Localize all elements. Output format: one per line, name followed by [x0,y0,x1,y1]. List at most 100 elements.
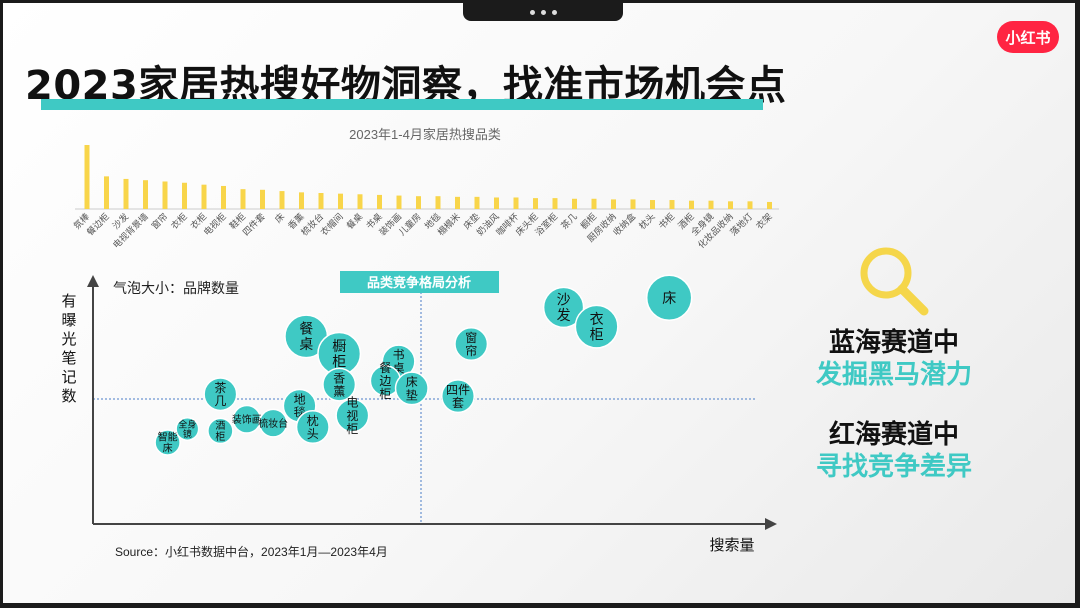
bar [689,200,694,209]
bubble-circle [175,416,200,441]
bubble-label: 梳妆台 [258,417,288,430]
bubble-label: 窗 [465,331,477,345]
bubble-label: 智能 [158,431,178,444]
bubble-circle [207,417,234,445]
bubble-label: 头 [307,427,319,441]
center-label: 品类竞争格局分析 [367,275,471,290]
blue-ocean-heading: 蓝海赛道中 [828,328,959,358]
y-axis-arrow-icon [87,275,99,287]
x-axis-label: 搜索量 [709,537,754,554]
magnifier-icon [860,247,929,316]
red-ocean-heading: 红海赛道中 [828,420,959,450]
bubble-label: 柜 [590,326,604,342]
bubble-label: 香 [333,371,345,385]
bubble-label: 床 [163,442,173,455]
bubble-circle [454,327,489,362]
bubble-label: 枕 [307,413,319,428]
legend-note: 气泡大小：品牌数量 [113,280,239,296]
bubble: 餐边柜 [369,360,402,401]
bar [533,198,538,209]
red-ocean-subheading: 寻找竞争差异 [815,452,972,482]
bar [143,180,148,209]
bar [279,191,285,209]
blue-ocean-subheading: 发掘黑马潜力 [815,360,972,390]
bubble-circle [203,377,238,412]
bar-category-label: 电视柜 [201,211,228,238]
insight-panel: 蓝海赛道中 发掘黑马潜力 红海赛道中 寻找竞争差异 [783,241,1005,483]
bubble-label: 装饰画 [232,413,262,426]
bar [591,198,597,209]
bubble-label: 衣 [590,311,604,327]
bubble-label: 薰 [333,384,345,398]
dot-icon [529,9,535,15]
bar [416,196,421,209]
bar [611,199,616,209]
bar [221,185,226,209]
y-axis-label-char: 数 [61,388,76,405]
dot-icon [540,9,546,15]
bubble-label: 沙 [557,292,571,308]
bar [513,197,519,209]
bar [650,200,655,209]
bars [84,145,772,209]
bar [123,178,129,209]
bubble-circle [295,410,330,445]
bar-category-label: 床 [272,211,286,225]
bubble: 酒柜 [207,417,234,445]
bubble: 衣柜 [574,304,619,349]
bar [767,201,772,209]
bar-category-label: 餐桌 [344,211,365,232]
bar-category-label: 衣柜 [168,211,189,232]
bar [104,176,109,209]
bubble: 窗帘 [454,327,489,362]
center-label-box [340,271,499,293]
bar [357,194,363,209]
bubble-label: 边 [379,374,391,388]
bar-category-label: 茶几 [558,211,579,232]
bar-chart-title: 2023年1-4月家居热搜品类 [349,127,501,142]
brand-logo: 小红书 [997,21,1059,53]
bar [708,200,714,209]
bubble: 梳妆台 [258,408,288,438]
bubble-label: 垫 [406,387,418,402]
bar [299,192,304,209]
bar [338,193,343,209]
bubble-label: 发 [557,307,571,323]
bubble-circle [335,398,370,433]
bar [474,196,480,209]
bubble-label: 全身 [178,418,196,429]
bar-category-label: 书柜 [656,211,677,232]
title-underline [41,99,763,110]
bubble-label: 镜 [183,428,192,439]
bubble-label: 餐 [379,360,391,375]
y-axis-label-char: 记 [61,369,76,386]
bar [572,198,577,209]
bar-category-label: 四件套 [240,211,267,238]
bubble-label: 电 [346,396,358,410]
bar-category-label: 窗帘 [149,211,170,232]
bubble-circle [645,274,693,321]
bar [494,197,499,209]
bubble: 电视柜 [335,396,370,436]
source-note: Source：小红书数据中台，2023年1月—2023年4月 [115,544,388,559]
bar-category-label: 枕头 [636,211,657,232]
y-axis-label-char: 曝 [61,312,76,329]
bubble: 智能床 [154,429,181,456]
bar-category-label: 收纳盒 [611,211,638,238]
bubble-label: 酒 [215,420,225,432]
bubble: 床 [645,274,693,321]
bubble-label: 地 [294,393,306,407]
dot-icon [551,9,557,15]
bar-category-label: 衣架 [753,211,774,232]
bubble: 全身镜 [175,416,200,441]
bubble: 沙发 [542,286,585,329]
bubble-label: 床 [662,290,676,306]
bubble-label: 柜 [332,353,346,369]
bubble-label: 视 [346,408,358,423]
bubble-label: 桌 [299,336,313,352]
bar [747,201,753,209]
window-notch[interactable] [463,3,623,21]
